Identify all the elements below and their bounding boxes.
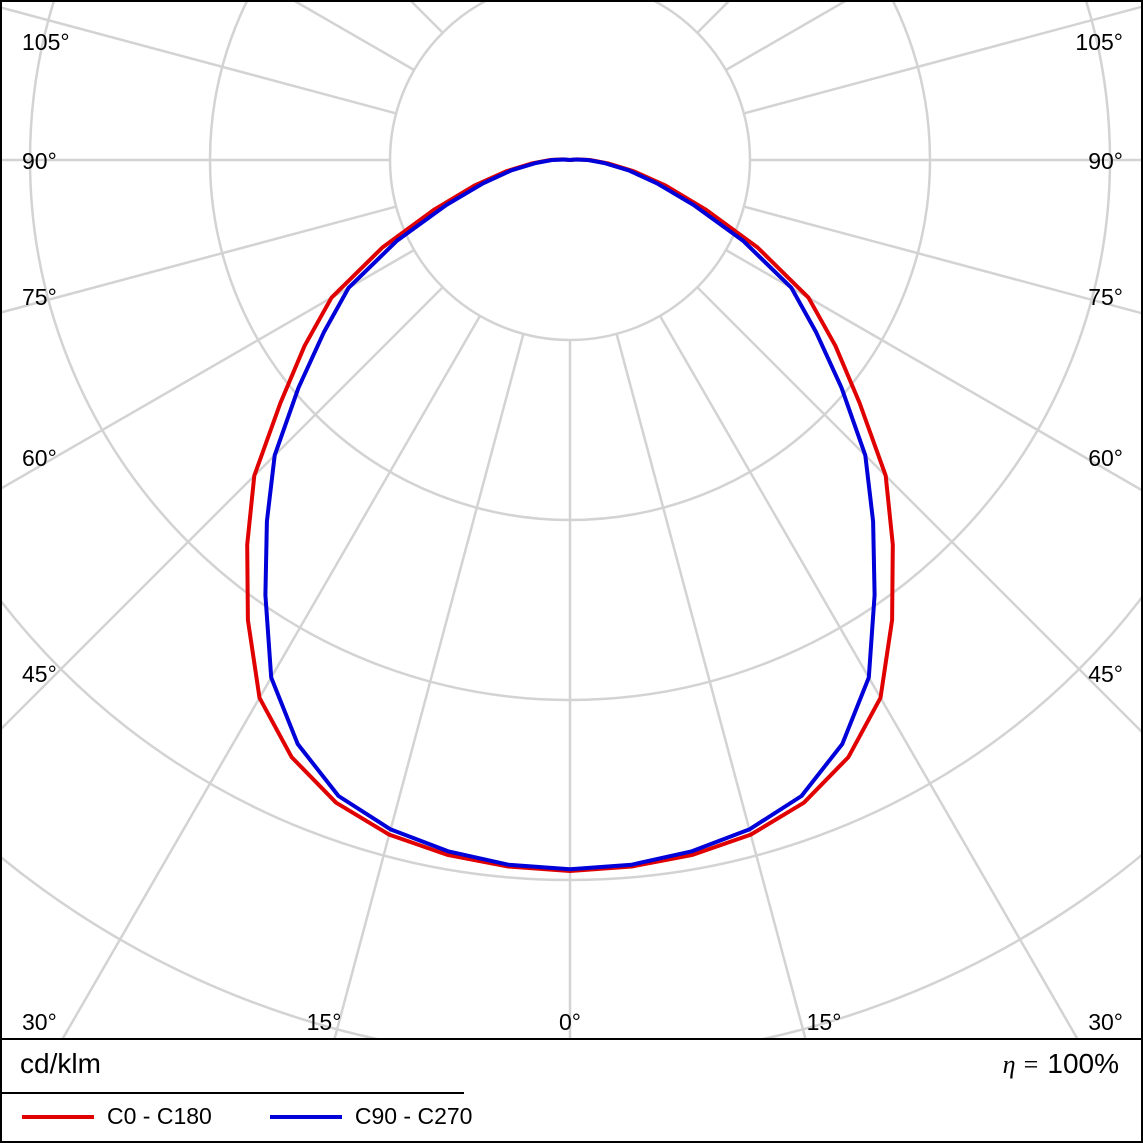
grid-ring bbox=[388, 2, 752, 342]
angle-label: 105° bbox=[22, 29, 70, 55]
grid-radial-line bbox=[2, 286, 444, 730]
c90-line-swatch bbox=[269, 1114, 342, 1119]
angle-label: 105° bbox=[1075, 29, 1123, 55]
grid-radial-line bbox=[2, 205, 397, 314]
meta-row: cd/klm η = 100% bbox=[2, 1040, 1141, 1080]
grid-radial-line bbox=[743, 205, 1141, 315]
angle-label: 45° bbox=[1088, 661, 1123, 687]
c0-line-swatch bbox=[22, 1114, 94, 1119]
grid-radial-line bbox=[725, 248, 1141, 492]
angle-label: 90° bbox=[22, 148, 57, 174]
grid-radial-line bbox=[2, 248, 415, 490]
grid-radial-line bbox=[2, 6, 397, 115]
efficiency-value: η = 100% bbox=[1003, 1048, 1119, 1080]
grid-radial-line bbox=[658, 315, 1079, 1038]
c90-c270-curve bbox=[263, 157, 877, 872]
grid-radial-line bbox=[743, 5, 1141, 115]
angle-label: 75° bbox=[22, 284, 57, 310]
legend-item-c0: C0 - C180 bbox=[22, 1103, 212, 1130]
c90-legend-label: C90 - C270 bbox=[354, 1103, 473, 1129]
c0-legend-label: C0 - C180 bbox=[107, 1103, 212, 1129]
grid-radial-line bbox=[696, 286, 1141, 733]
grid-ring bbox=[2, 596, 1141, 882]
angle-label: 30° bbox=[22, 1009, 57, 1035]
angle-label: 60° bbox=[22, 445, 57, 471]
polar-plot-area: 105° 105° 90° 90° 75° 75° 60° 60° 45° 45° 30° 30° 15… bbox=[2, 2, 1141, 1040]
grid-radial-line bbox=[333, 333, 525, 1038]
legend-item-c90: C90 - C270 bbox=[269, 1103, 473, 1130]
grid-radial-line bbox=[61, 315, 482, 1038]
angle-label: 30° bbox=[1088, 1009, 1123, 1035]
angle-label: 75° bbox=[1088, 284, 1123, 310]
chart-footer: cd/klm η = 100% C0 - C180 C90 - C270 bbox=[2, 1040, 1141, 1141]
grid-radial-line bbox=[615, 333, 807, 1038]
angle-label: 60° bbox=[1088, 445, 1123, 471]
eta-symbol: η = bbox=[1002, 1050, 1040, 1079]
polar-chart: 105° 105° 90° 90° 75° 75° 60° 60° 45° 45° 30° 30° 15… bbox=[2, 2, 1141, 1038]
angle-label: 90° bbox=[1088, 148, 1123, 174]
efficiency-number: 100% bbox=[1047, 1048, 1119, 1079]
legend: C0 - C180 C90 - C270 bbox=[22, 1103, 530, 1130]
angle-label: 45° bbox=[22, 661, 57, 687]
angle-label: 0° bbox=[559, 1009, 581, 1035]
angle-label: 15° bbox=[307, 1009, 342, 1035]
angle-label: 15° bbox=[807, 1009, 842, 1035]
unit-label: cd/klm bbox=[20, 1048, 101, 1079]
legend-divider bbox=[2, 1092, 464, 1094]
